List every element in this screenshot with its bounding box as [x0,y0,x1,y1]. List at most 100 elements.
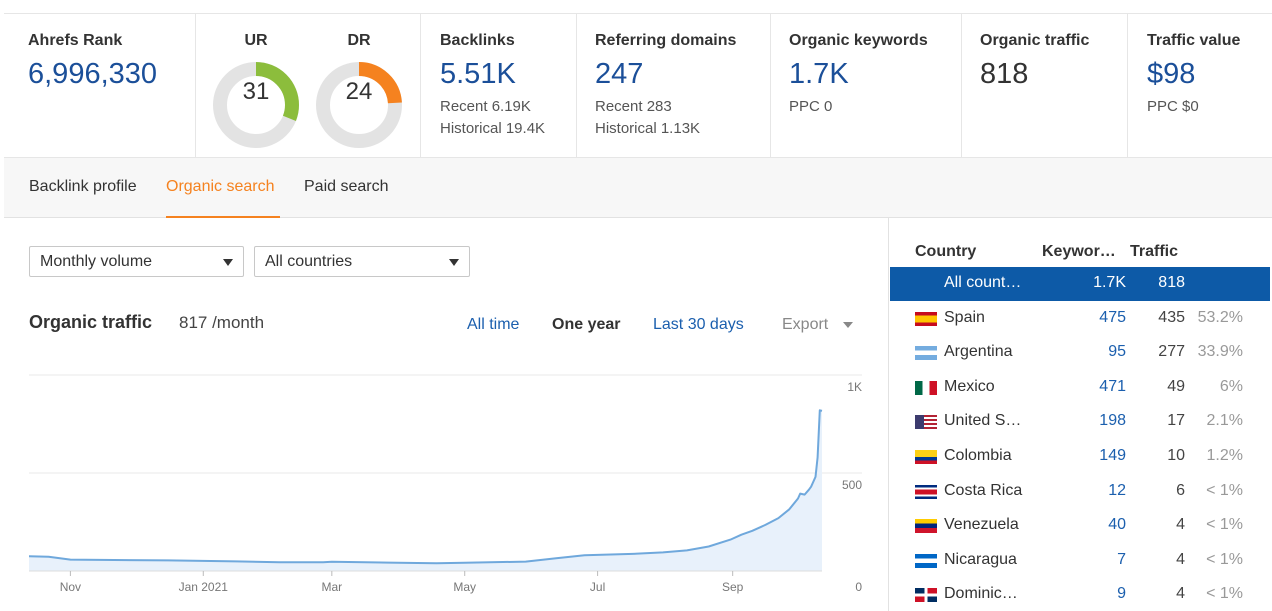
chart-x-tick-label: Sep [722,580,744,594]
organic-traffic-title: Organic traffic [29,312,153,332]
chart-series-line [28,409,823,565]
referring-domains-historical: Historical 1.13K [595,120,701,137]
backlinks-card: Backlinks 5.51K Recent 6.19K Historical … [421,14,577,157]
country-name[interactable]: Colombia [944,447,1012,464]
backlinks-label: Backlinks [440,32,515,49]
ahrefs-rank-card: Ahrefs Rank 6,996,330 [4,14,196,157]
country-keywords[interactable]: 95 [1108,343,1126,360]
country-row-all[interactable]: All count… 1.7K 818 [890,267,1270,301]
country-name[interactable]: Costa Rica [944,482,1023,499]
traffic-column-header[interactable]: Traffic [1130,243,1179,260]
flag-ni-icon [915,554,937,568]
chart-x-tick-label: Jan 2021 [179,580,229,594]
country-keywords[interactable]: 7 [1117,551,1126,568]
range-all-time[interactable]: All time [467,316,520,333]
country-name[interactable]: All count… [944,274,1022,291]
organic-keywords-label: Organic keywords [789,32,928,49]
country-keywords[interactable]: 40 [1108,516,1126,533]
country-keywords[interactable]: 471 [1099,378,1126,395]
dr-value: 24 [345,78,373,105]
traffic-value-label: Traffic value [1147,32,1241,49]
referring-domains-recent: Recent 283 [595,98,672,115]
range-one-year[interactable]: One year [552,316,621,333]
flag-co-icon [915,450,937,464]
country-row[interactable]: Venezuela 40 4 < 1% [890,509,1270,543]
country-row[interactable]: United S… 198 17 2.1% [890,405,1270,439]
export-button[interactable]: Export [782,316,829,333]
backlinks-value[interactable]: 5.51K [440,58,516,90]
country-name[interactable]: Dominic… [944,585,1018,602]
country-traffic: 277 [1158,343,1185,360]
country-row[interactable]: Costa Rica 12 6 < 1% [890,475,1270,509]
country-name[interactable]: Venezuela [944,516,1019,533]
chart-y-tick-label: 0 [855,580,862,594]
country-name[interactable]: United S… [944,412,1022,429]
ahrefs-rank-label: Ahrefs Rank [28,32,123,49]
range-last-30-days[interactable]: Last 30 days [653,316,744,333]
countries-select[interactable]: All countries [254,246,470,277]
country-name[interactable]: Mexico [944,378,995,395]
country-traffic-share: < 1% [1206,516,1243,533]
dr-gauge-ring [316,62,402,148]
tab-organic-search[interactable]: Organic search [166,158,280,218]
chart-area [29,410,822,571]
country-traffic-share: 33.9% [1197,343,1243,360]
chart-y-tick-label: 500 [842,478,862,492]
flag-es-icon [915,312,937,326]
organic-traffic-value: 818 [980,58,1029,90]
keywords-column-header[interactable]: Keywor… [1042,243,1116,260]
tab-paid-search[interactable]: Paid search [304,178,389,195]
country-traffic: 818 [1158,274,1185,291]
country-keywords[interactable]: 12 [1108,482,1126,499]
flag-cr-icon [915,485,937,499]
ur-gauge-ring [213,62,299,148]
country-row[interactable]: Nicaragua 7 4 < 1% [890,544,1270,578]
country-keywords[interactable]: 475 [1099,309,1126,326]
country-row[interactable]: Mexico 471 49 6% [890,371,1270,405]
country-traffic-share: 1.2% [1206,447,1243,464]
chevron-down-icon [223,259,233,266]
traffic-value-ppc: PPC $0 [1147,98,1199,115]
country-traffic-share: < 1% [1206,482,1243,499]
flag-ar-icon [915,346,937,360]
chevron-down-icon [449,259,459,266]
country-row[interactable]: Dominic… 9 4 < 1% [890,578,1270,611]
country-keywords[interactable]: 1.7K [1093,274,1126,291]
traffic-value-value[interactable]: $98 [1147,58,1196,90]
country-name[interactable]: Argentina [944,343,1013,360]
ahrefs-rank-value[interactable]: 6,996,330 [28,58,158,90]
country-traffic: 49 [1167,378,1185,395]
organic-traffic-chart[interactable]: 1K 500 0 Nov Jan 2021 Mar May Jul Sep [0,350,870,611]
chart-x-tick-label: Nov [60,580,81,594]
country-row[interactable]: Argentina 95 277 33.9% [890,336,1270,370]
country-name[interactable]: Spain [944,309,985,326]
tab-backlink-profile[interactable]: Backlink profile [29,178,137,195]
country-keywords[interactable]: 198 [1099,412,1126,429]
organic-keywords-value[interactable]: 1.7K [789,58,849,90]
backlinks-historical: Historical 19.4K [440,120,546,137]
backlinks-recent: Recent 6.19K [440,98,531,115]
country-row[interactable]: Spain 475 435 53.2% [890,302,1270,336]
country-row[interactable]: Colombia 149 10 1.2% [890,440,1270,474]
country-traffic: 6 [1176,482,1185,499]
country-keywords[interactable]: 9 [1117,585,1126,602]
volume-select[interactable]: Monthly volume [29,246,244,277]
country-column-header[interactable]: Country [915,243,977,260]
country-name[interactable]: Nicaragua [944,551,1017,568]
traffic-value-card: Traffic value $98 PPC $0 [1128,14,1272,157]
ur-value: 31 [242,78,270,105]
chart-x-tick-label: Jul [590,580,605,594]
country-traffic: 4 [1176,516,1185,533]
country-keywords[interactable]: 149 [1099,447,1126,464]
chart-x-tick-label: May [453,580,476,594]
country-traffic-share: 2.1% [1206,412,1243,429]
organic-keywords-ppc: PPC 0 [789,98,833,115]
organic-traffic-label: Organic traffic [980,32,1090,49]
country-traffic-share: < 1% [1206,585,1243,602]
chart-x-tick-label: Mar [321,580,342,594]
country-traffic-share: 53.2% [1197,309,1243,326]
export-chevron-icon[interactable] [843,322,853,328]
referring-domains-value[interactable]: 247 [595,58,644,90]
section-tabs: Backlink profile Organic search Paid sea… [4,157,1272,218]
metrics-bar: Ahrefs Rank 6,996,330 UR 31 DR 24 Backli… [4,13,1272,157]
